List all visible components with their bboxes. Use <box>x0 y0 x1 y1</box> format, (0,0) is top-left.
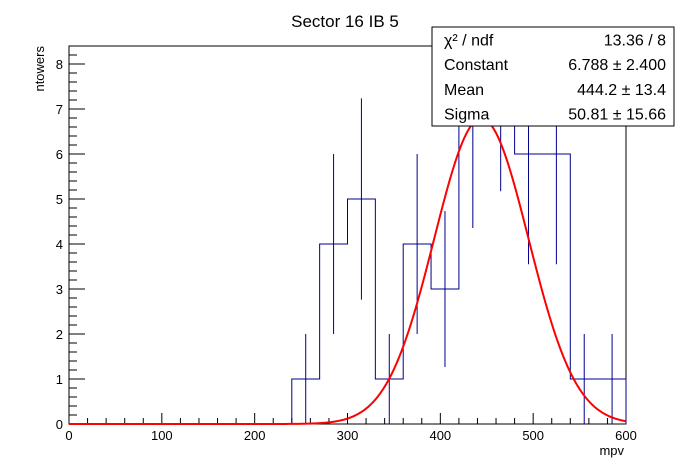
y-tick-label: 6 <box>56 147 63 162</box>
stats-label: Sigma <box>444 107 489 124</box>
stats-label: χ² / ndf <box>444 32 494 49</box>
y-axis-label: ntowers <box>32 46 47 92</box>
x-tick-label: 600 <box>615 428 637 443</box>
gaussian-fit <box>69 117 627 425</box>
stats-value: 444.2 ± 13.4 <box>577 82 666 99</box>
stats-value: 50.81 ± 15.66 <box>568 107 666 124</box>
y-tick-label: 3 <box>56 282 63 297</box>
fit-curve <box>69 117 627 425</box>
y-tick-label: 4 <box>56 237 63 252</box>
x-tick-label: 400 <box>429 428 451 443</box>
x-tick-label: 200 <box>244 428 266 443</box>
x-tick-label: 300 <box>337 428 359 443</box>
y-tick-label: 2 <box>56 327 63 342</box>
x-tick-label: 0 <box>65 428 72 443</box>
y-axis-ticks: 0 1 2 3 4 5 6 7 8 <box>56 45 85 432</box>
stats-label: Mean <box>444 82 484 99</box>
stats-box: χ² / ndf 13.36 / 8 Constant 6.788 ± 2.400 Me… <box>431 26 675 127</box>
y-tick-label: 5 <box>56 192 63 207</box>
stats-box-frame <box>431 26 675 127</box>
x-tick-label: 100 <box>151 428 173 443</box>
stats-label: Constant <box>444 57 509 74</box>
y-tick-label: 8 <box>56 57 63 72</box>
chart-title: Sector 16 IB 5 <box>291 12 399 31</box>
x-axis-label: mpv <box>599 443 624 458</box>
stats-value: 13.36 / 8 <box>604 32 666 49</box>
y-tick-label: 0 <box>56 417 63 432</box>
y-tick-label: 1 <box>56 372 63 387</box>
y-tick-label: 7 <box>56 102 63 117</box>
x-tick-label: 500 <box>522 428 544 443</box>
stats-value: 6.788 ± 2.400 <box>568 57 666 74</box>
